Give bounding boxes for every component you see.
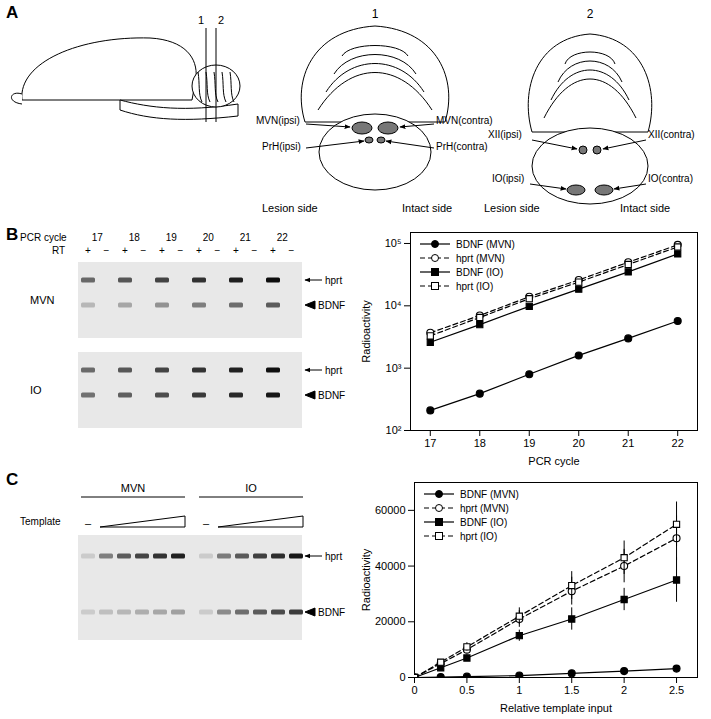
svg-text:BDNF: BDNF [318,300,345,311]
svg-text:20000: 20000 [375,615,406,627]
svg-text:IO: IO [30,384,42,396]
svg-text:+: + [196,245,202,256]
svg-text:BDNF (MVN): BDNF (MVN) [456,239,515,250]
svg-text:+: + [233,245,239,256]
svg-text:20: 20 [573,437,585,449]
svg-text:17: 17 [92,232,104,243]
svg-text:PCR cycle: PCR cycle [528,455,579,467]
svg-text:21: 21 [622,437,634,449]
svg-text:hprt: hprt [325,365,342,376]
svg-text:20: 20 [203,232,215,243]
svg-text:2: 2 [587,7,594,21]
svg-text:BDNF (MVN): BDNF (MVN) [460,489,519,500]
svg-text:IO(ipsi): IO(ipsi) [492,173,524,184]
svg-text:−: − [104,245,110,256]
svg-text:10⁴: 10⁴ [385,299,402,311]
svg-text:C: C [6,470,18,489]
svg-text:hprt (IO): hprt (IO) [456,281,493,292]
svg-text:2.5: 2.5 [669,684,684,696]
svg-text:BDNF: BDNF [318,607,345,618]
svg-text:0: 0 [399,671,405,683]
svg-text:2: 2 [218,14,224,26]
svg-text:hprt: hprt [325,275,342,286]
svg-text:Radioactivity: Radioactivity [360,300,372,363]
svg-text:Intact side: Intact side [620,202,670,214]
svg-text:Lesion side: Lesion side [262,202,318,214]
svg-text:21: 21 [240,232,252,243]
svg-text:−: − [178,245,184,256]
svg-text:IO: IO [245,482,257,494]
svg-text:MVN: MVN [121,482,146,494]
svg-text:1: 1 [372,7,379,21]
svg-text:18: 18 [129,232,141,243]
svg-text:+: + [159,245,165,256]
svg-text:60000: 60000 [375,504,406,516]
svg-text:hprt (MVN): hprt (MVN) [456,253,505,264]
svg-text:–: – [203,517,210,529]
svg-text:hprt: hprt [325,551,342,562]
svg-text:Template: Template [20,516,61,527]
svg-text:IO(contra): IO(contra) [648,173,693,184]
svg-text:0.5: 0.5 [459,684,474,696]
svg-text:22: 22 [277,232,289,243]
svg-text:22: 22 [672,437,684,449]
svg-text:−: − [289,245,295,256]
svg-text:MVN(ipsi): MVN(ipsi) [256,115,300,126]
svg-text:0: 0 [411,684,417,696]
svg-text:MVN(contra): MVN(contra) [436,115,493,126]
svg-text:Relative template input: Relative template input [500,702,612,714]
svg-text:17: 17 [424,437,436,449]
svg-text:10³: 10³ [386,362,402,374]
svg-text:Intact side: Intact side [402,202,452,214]
svg-text:BDNF: BDNF [318,390,345,401]
svg-text:+: + [122,245,128,256]
svg-text:RT: RT [52,245,65,256]
svg-text:XII(ipsi): XII(ipsi) [488,129,522,140]
svg-text:19: 19 [523,437,535,449]
svg-text:+: + [85,245,91,256]
svg-text:MVN: MVN [30,294,55,306]
svg-text:2: 2 [621,684,627,696]
svg-text:B: B [6,225,18,244]
svg-text:PrH(ipsi): PrH(ipsi) [262,141,301,152]
svg-text:10²: 10² [386,424,402,436]
svg-text:PrH(contra): PrH(contra) [436,141,488,152]
svg-text:−: − [141,245,147,256]
svg-text:BDNF (IO): BDNF (IO) [460,517,507,528]
svg-text:BDNF (IO): BDNF (IO) [456,267,503,278]
svg-text:Lesion side: Lesion side [484,202,540,214]
svg-text:hprt (IO): hprt (IO) [460,531,497,542]
svg-text:XII(contra): XII(contra) [648,129,695,140]
svg-text:PCR cycle: PCR cycle [20,232,67,243]
svg-text:40000: 40000 [375,560,406,572]
svg-text:−: − [252,245,258,256]
svg-text:−: − [215,245,221,256]
svg-text:hprt (MVN): hprt (MVN) [460,503,509,514]
svg-text:–: – [85,517,92,529]
svg-text:A: A [6,3,18,22]
svg-text:1.5: 1.5 [564,684,579,696]
svg-text:Radioactivity: Radioactivity [360,548,372,611]
svg-text:10⁵: 10⁵ [385,237,402,249]
svg-text:1: 1 [198,14,204,26]
svg-text:+: + [270,245,276,256]
svg-text:1: 1 [516,684,522,696]
svg-text:18: 18 [474,437,486,449]
svg-text:19: 19 [166,232,178,243]
